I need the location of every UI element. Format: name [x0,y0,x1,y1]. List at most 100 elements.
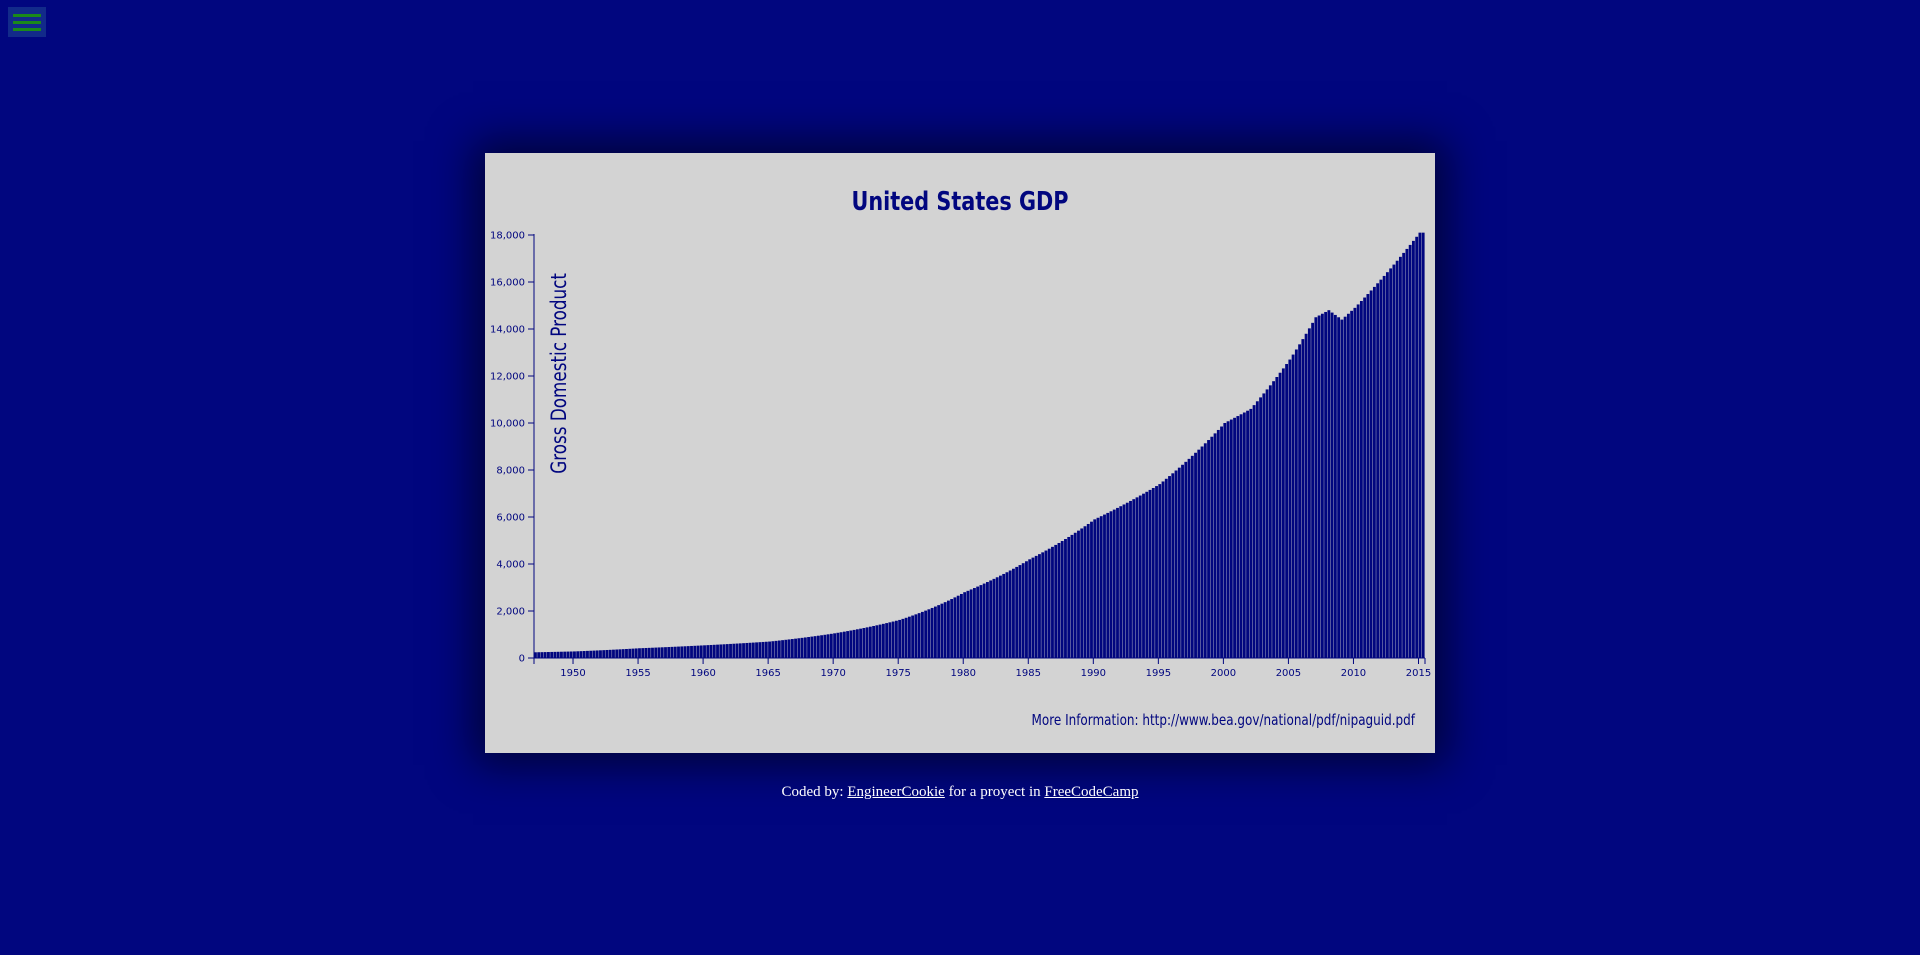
gdp-bar[interactable] [1324,311,1328,658]
gdp-bar[interactable] [1086,523,1090,658]
gdp-bar[interactable] [628,648,632,658]
gdp-bar[interactable] [1307,328,1311,658]
gdp-bar[interactable] [670,646,674,658]
gdp-bar[interactable] [901,618,905,658]
gdp-bar[interactable] [1041,552,1045,658]
gdp-bar[interactable] [1372,286,1376,658]
gdp-bar[interactable] [1366,294,1370,658]
gdp-bar[interactable] [569,651,573,658]
gdp-bar[interactable] [950,599,954,658]
gdp-bar[interactable] [852,629,856,658]
gdp-bar[interactable] [1398,256,1402,658]
gdp-bar[interactable] [1233,417,1236,658]
gdp-bar[interactable] [1226,421,1230,658]
gdp-bar[interactable] [888,622,892,658]
gdp-bar[interactable] [787,639,791,658]
gdp-bar[interactable] [1239,414,1243,658]
gdp-bar[interactable] [1363,297,1367,658]
gdp-bar[interactable] [589,650,593,658]
gdp-bar[interactable] [1073,532,1077,658]
gdp-bar[interactable] [898,619,902,658]
gdp-bar[interactable] [1158,484,1162,658]
gdp-bar[interactable] [859,628,863,658]
gdp-bar[interactable] [1138,495,1142,658]
gdp-bar[interactable] [1047,548,1051,658]
gdp-bar[interactable] [745,642,749,658]
gdp-bar[interactable] [1246,410,1250,658]
gdp-bar[interactable] [790,639,794,658]
gdp-bar[interactable] [1103,514,1106,658]
gdp-bar[interactable] [999,575,1002,658]
gdp-bar[interactable] [719,644,723,658]
gdp-bar[interactable] [664,647,667,658]
gdp-bar[interactable] [547,652,550,658]
gdp-bar[interactable] [631,648,635,658]
gdp-bar[interactable] [1379,279,1383,658]
gdp-bar[interactable] [865,627,869,658]
gdp-bar[interactable] [1213,433,1217,658]
gdp-bar[interactable] [855,629,859,658]
gdp-bar[interactable] [634,648,638,658]
gdp-bar[interactable] [989,580,993,658]
gdp-bar[interactable] [1031,557,1035,658]
gdp-bar[interactable] [677,646,680,658]
gdp-bar[interactable] [1207,440,1210,658]
gdp-bar[interactable] [1194,452,1197,658]
gdp-bar[interactable] [1116,507,1119,658]
gdp-bar[interactable] [885,623,889,658]
gdp-bar[interactable] [1301,339,1305,658]
gdp-bar[interactable] [1223,423,1227,658]
gdp-bar[interactable] [625,648,628,658]
gdp-bar[interactable] [576,651,580,658]
gdp-bar[interactable] [891,621,895,658]
gdp-bar[interactable] [1187,458,1191,658]
gdp-bar[interactable] [1265,389,1269,658]
gdp-bar[interactable] [836,632,840,658]
gdp-bar[interactable] [1236,416,1240,658]
gdp-bar[interactable] [592,650,596,658]
gdp-bar[interactable] [553,651,557,658]
gdp-bar[interactable] [1353,307,1357,658]
gdp-bar[interactable] [1083,526,1087,658]
gdp-bar[interactable] [735,643,739,658]
gdp-bar[interactable] [1125,502,1129,658]
gdp-bar[interactable] [1145,491,1149,658]
gdp-bar[interactable] [660,647,664,658]
gdp-bar[interactable] [599,650,602,658]
gdp-bar[interactable] [644,647,648,658]
gdp-bar[interactable] [1200,446,1204,658]
gdp-bar[interactable] [969,589,973,658]
gdp-bar[interactable] [862,628,866,658]
gdp-bar[interactable] [914,614,918,658]
gdp-bar[interactable] [933,606,937,658]
gdp-bar[interactable] [608,649,612,658]
gdp-bar[interactable] [1281,368,1285,658]
gdp-bar[interactable] [1314,317,1318,658]
gdp-bar[interactable] [803,637,807,658]
gdp-bar[interactable] [878,624,882,658]
gdp-bar[interactable] [537,652,541,658]
gdp-bar[interactable] [1164,478,1168,658]
gdp-bar[interactable] [1054,544,1058,658]
gdp-bar[interactable] [846,631,850,658]
gdp-bar[interactable] [1369,290,1373,658]
gdp-bar[interactable] [1184,461,1188,658]
gdp-bar[interactable] [1304,333,1308,658]
gdp-bar[interactable] [768,641,771,658]
gdp-bar[interactable] [1330,312,1334,658]
gdp-bar[interactable] [732,643,736,658]
gdp-bar[interactable] [1002,573,1006,658]
gdp-bar[interactable] [833,633,837,658]
gdp-bar[interactable] [729,643,732,658]
gdp-bar[interactable] [872,625,876,658]
gdp-bar[interactable] [1340,319,1344,658]
gdp-bar[interactable] [979,585,983,658]
gdp-bar[interactable] [1015,566,1019,658]
gdp-bar[interactable] [1278,372,1282,658]
gdp-bar[interactable] [1350,310,1354,658]
gdp-bar[interactable] [1142,493,1145,658]
gdp-bar[interactable] [927,609,931,658]
gdp-bar[interactable] [875,625,879,658]
gdp-bar[interactable] [1181,464,1184,658]
gdp-bar[interactable] [1252,405,1256,658]
